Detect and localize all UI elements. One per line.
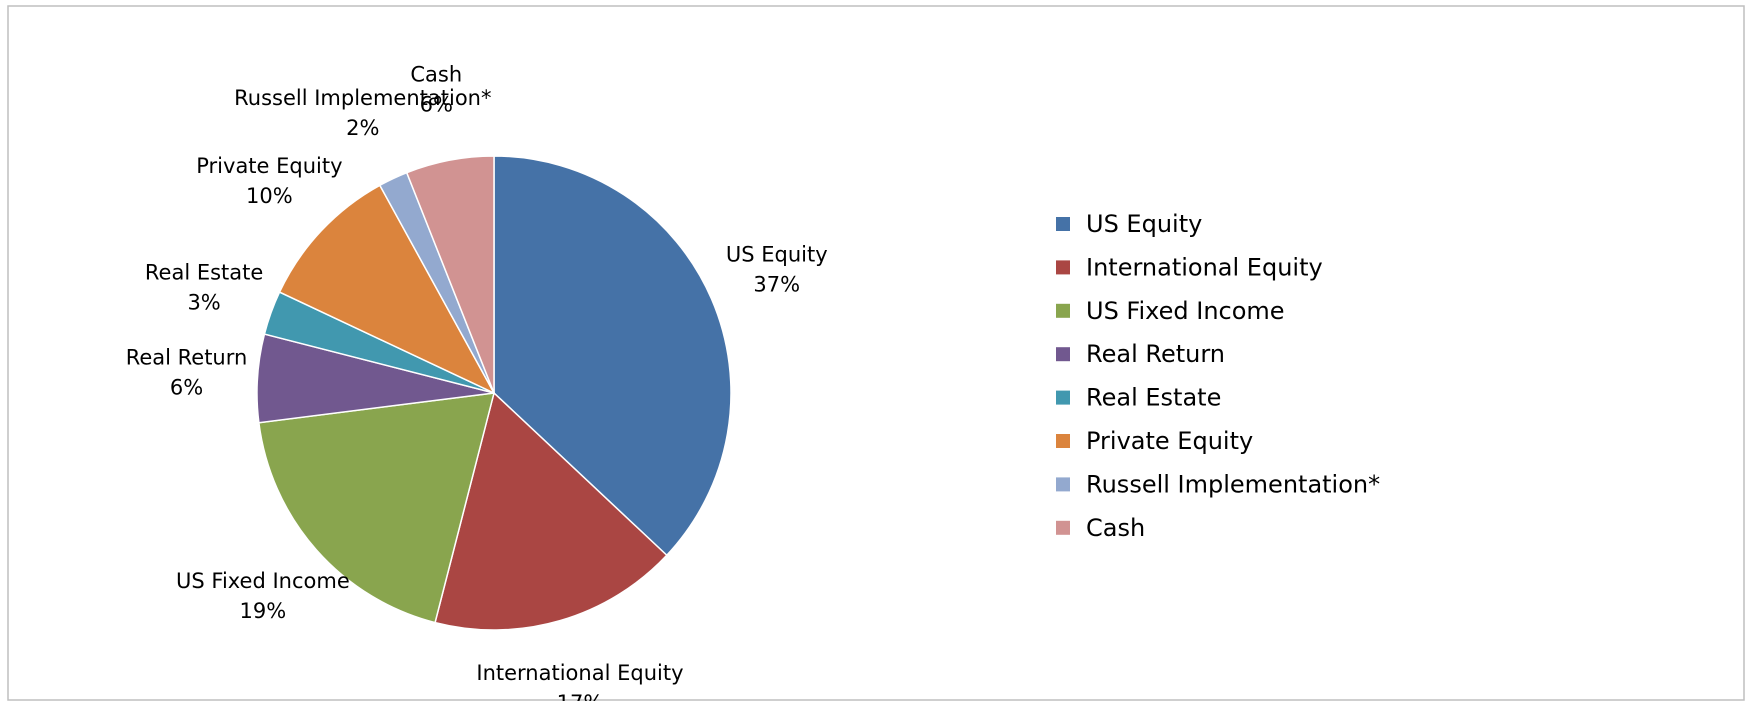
slice-label-value: 6% xyxy=(170,376,203,400)
slice-label-name: Private Equity xyxy=(196,154,342,178)
legend-label: US Equity xyxy=(1086,210,1202,238)
legend-swatch xyxy=(1056,303,1070,318)
slice-label-value: 10% xyxy=(246,184,293,208)
slice-label-name: US Equity xyxy=(726,243,828,267)
legend-swatch xyxy=(1056,347,1070,362)
slice-label-name: International Equity xyxy=(476,661,683,685)
slice-label-value: 2% xyxy=(346,116,379,140)
pie-slice xyxy=(434,391,668,631)
legend-swatch xyxy=(1056,520,1070,535)
slice-label-name: Real Return xyxy=(126,346,248,370)
pie-slice xyxy=(493,155,732,557)
legend-label: Cash xyxy=(1086,514,1145,542)
legend-label: Real Return xyxy=(1086,340,1225,368)
pie-slice xyxy=(278,184,496,395)
legend-swatch xyxy=(1056,434,1070,448)
legend-label: US Fixed Income xyxy=(1086,297,1285,325)
legend-label: International Equity xyxy=(1086,253,1323,281)
legend-swatch xyxy=(1056,477,1070,492)
slice-label-value: 19% xyxy=(240,599,287,623)
legend-label: Real Estate xyxy=(1086,384,1221,412)
slice-label-value: 17% xyxy=(557,691,604,701)
slice-label-value: 6% xyxy=(420,92,453,116)
pie-slice xyxy=(405,155,495,394)
slice-label-name: US Fixed Income xyxy=(176,569,350,593)
legend-swatch xyxy=(1056,260,1070,275)
legend-label: Russell Implementation* xyxy=(1086,470,1380,498)
legend-swatch xyxy=(1056,217,1070,231)
legend-swatch xyxy=(1056,390,1070,405)
legend-label: Private Equity xyxy=(1086,427,1253,455)
pie-slice xyxy=(258,392,496,624)
slice-label-name: Russell Implementation* xyxy=(234,86,491,110)
slice-label-name: Cash xyxy=(410,62,462,86)
slice-label-value: 37% xyxy=(753,273,800,297)
slice-label-name: Real Estate xyxy=(145,261,263,285)
slice-label-value: 3% xyxy=(187,291,220,315)
